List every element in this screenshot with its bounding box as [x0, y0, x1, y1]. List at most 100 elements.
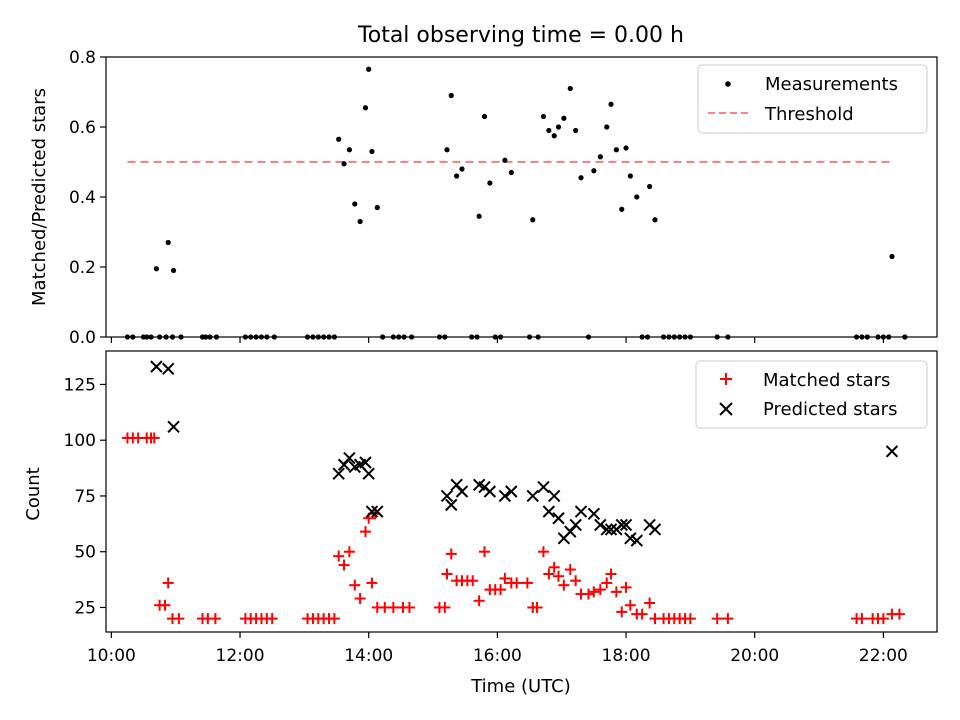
matched-star-point — [893, 608, 905, 620]
bottom-legend-predicted-label: Predicted stars — [763, 399, 897, 420]
matched-star-point — [495, 584, 507, 596]
measurement-point — [352, 201, 358, 207]
matched-star-point — [564, 564, 576, 576]
predicted-star-point — [600, 523, 613, 536]
measurement-point — [530, 217, 536, 223]
bottom-xtick-label: 18:00 — [602, 646, 651, 666]
measurement-point — [604, 124, 610, 130]
matched-star-point — [354, 593, 366, 605]
matched-star-point — [548, 561, 560, 573]
measurement-point — [487, 180, 493, 186]
matched-star-point — [856, 613, 868, 625]
measurement-point — [546, 127, 552, 134]
top-ytick-label: 0.6 — [69, 118, 96, 138]
matched-star-point — [601, 577, 613, 589]
measurement-point — [170, 267, 177, 274]
predicted-star-point — [483, 485, 497, 498]
matched-star-point — [333, 550, 345, 562]
measurement-point — [366, 66, 372, 72]
matched-star-point — [473, 595, 485, 607]
matched-star-point — [636, 608, 648, 620]
measurement-point — [444, 147, 450, 153]
matched-star-point — [684, 613, 696, 625]
predicted-star-point — [365, 505, 379, 518]
matched-star-point — [616, 606, 628, 618]
measurement-point — [889, 253, 895, 260]
matched-star-point — [439, 601, 451, 613]
matched-star-point — [159, 599, 171, 611]
matched-star-point — [644, 597, 656, 609]
matched-star-point — [441, 568, 453, 580]
bottom-ytick-label: 100 — [64, 431, 96, 451]
measurement-point — [573, 127, 579, 134]
predicted-star-point — [569, 518, 582, 532]
matched-star-point — [403, 601, 415, 613]
measurement-point — [459, 166, 465, 172]
bottom-legend-matched-label: Matched stars — [763, 370, 890, 391]
measurement-point — [597, 154, 603, 160]
matched-star-point — [588, 586, 600, 598]
matched-star-point — [722, 613, 734, 625]
predicted-star-point — [161, 362, 175, 376]
x-axis-label: Time (UTC) — [470, 676, 571, 697]
top-ytick-label: 0.4 — [69, 188, 96, 208]
matched-star-point — [537, 546, 549, 558]
measurement-point — [336, 136, 342, 142]
matched-star-point — [338, 559, 350, 571]
matched-star-point — [594, 584, 606, 596]
bottom-xtick-label: 22:00 — [859, 646, 908, 666]
measurement-point — [623, 145, 629, 151]
measurement-point — [153, 266, 159, 272]
bottom-panel-ylabel: Count — [23, 467, 44, 520]
matched-star-point — [558, 579, 570, 591]
predicted-star-point — [440, 489, 454, 503]
matched-star-point — [343, 546, 355, 558]
matched-star-point — [521, 577, 533, 589]
matched-star-point — [620, 581, 632, 593]
predicted-star-point — [594, 518, 607, 532]
matched-star-point — [605, 568, 617, 580]
top-legend-measurements-label: Measurements — [765, 74, 898, 95]
measurement-point — [502, 157, 508, 163]
matched-star-point — [266, 613, 278, 625]
top-panel-marks — [124, 66, 908, 340]
predicted-star-point — [604, 523, 618, 536]
measurement-point — [578, 175, 584, 181]
matched-star-point — [531, 601, 543, 613]
matched-star-point — [349, 579, 361, 591]
matched-star-point — [162, 577, 174, 589]
matched-star-point — [624, 599, 636, 611]
measurement-point — [369, 148, 375, 155]
matched-star-point — [543, 568, 555, 580]
top-panel: 0.00.20.40.60.8 Matched/Predicted stars … — [29, 48, 938, 348]
measurement-point — [374, 204, 380, 211]
predicted-star-point — [552, 512, 565, 525]
top-panel-ylabel: Matched/Predicted stars — [29, 88, 50, 306]
top-legend-measurements-marker — [725, 81, 731, 87]
top-legend-box — [697, 64, 928, 134]
matched-star-point — [711, 613, 723, 625]
predicted-star-point — [526, 489, 539, 503]
predicted-star-point — [619, 518, 633, 532]
bottom-legend-predicted-marker — [719, 402, 733, 416]
matched-star-point — [173, 613, 185, 625]
measurement-point — [551, 133, 557, 139]
top-ytick-label: 0.0 — [69, 328, 96, 348]
predicted-star-point — [362, 467, 375, 480]
predicted-star-point — [574, 505, 588, 518]
predicted-star-point — [547, 489, 561, 503]
measurement-point — [357, 218, 363, 225]
bottom-panel: 25 50 75 100 125 10:00 12:00 14:00 16:00 18:00 20:… — [23, 350, 938, 666]
predicted-star-point — [371, 505, 384, 518]
predicted-star-point — [332, 467, 345, 480]
matched-star-point — [583, 588, 595, 600]
measurement-point — [634, 194, 640, 200]
bottom-panel-marks — [121, 360, 905, 625]
measurement-point — [561, 115, 567, 121]
measurement-point — [567, 85, 573, 92]
bottom-xtick-label: 20:00 — [730, 646, 779, 666]
bottom-panel-legend: Matched stars Predicted stars — [695, 360, 928, 429]
top-ytick-label: 0.2 — [69, 258, 96, 278]
matched-star-point — [359, 526, 371, 538]
